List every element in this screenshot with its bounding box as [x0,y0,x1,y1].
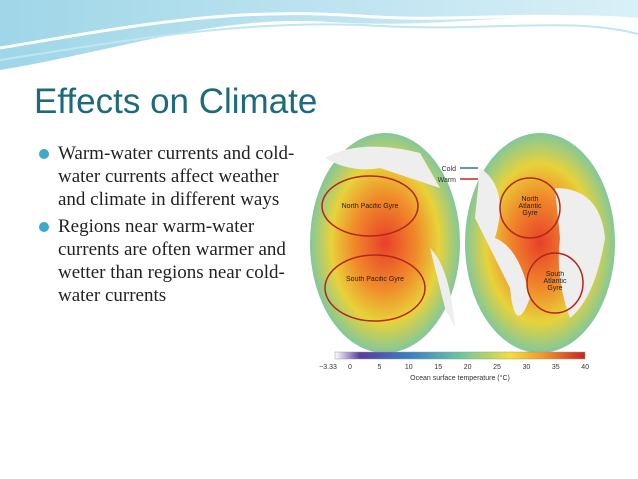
colorbar-tick-label: −3.33 [319,364,337,371]
colorbar-tick-label: 5 [377,364,381,371]
gyre-label: North Pacific Gyre [341,203,399,210]
bullet: Warm-water currents and cold-water curre… [36,142,298,211]
colorbar-ticks: −3.33 0 5 10 15 20 25 30 35 40 [319,364,589,371]
bullet-list: Warm-water currents and cold-water curre… [36,142,298,311]
map-figure: Cold Warm North Pacific Gyre North Atlan… [310,133,615,382]
slide-title: Effects on Climate [34,82,318,121]
gyre-label: South Pacific Gyre [346,276,404,283]
colorbar-tick-label: 15 [434,364,442,371]
legend-label: Warm [438,177,457,184]
legend-label: Cold [442,166,457,173]
gyre-label: South Atlantic Gyre [543,271,567,292]
colorbar-tick-label: 30 [523,364,531,371]
colorbar [334,351,586,360]
colorbar-tick-label: 25 [493,364,501,371]
header-waves [0,0,638,70]
colorbar-label: Ocean surface temperature (°C) [410,374,510,382]
bullet: Regions near warm-water currents are oft… [36,215,298,307]
colorbar-tick-label: 20 [464,364,472,371]
gyre-label: North Atlantic Gyre [518,196,542,217]
colorbar-tick-label: 35 [552,364,560,371]
colorbar-tick-label: 40 [581,364,589,371]
colorbar-tick-label: 10 [405,364,413,371]
colorbar-tick-label: 0 [348,364,352,371]
